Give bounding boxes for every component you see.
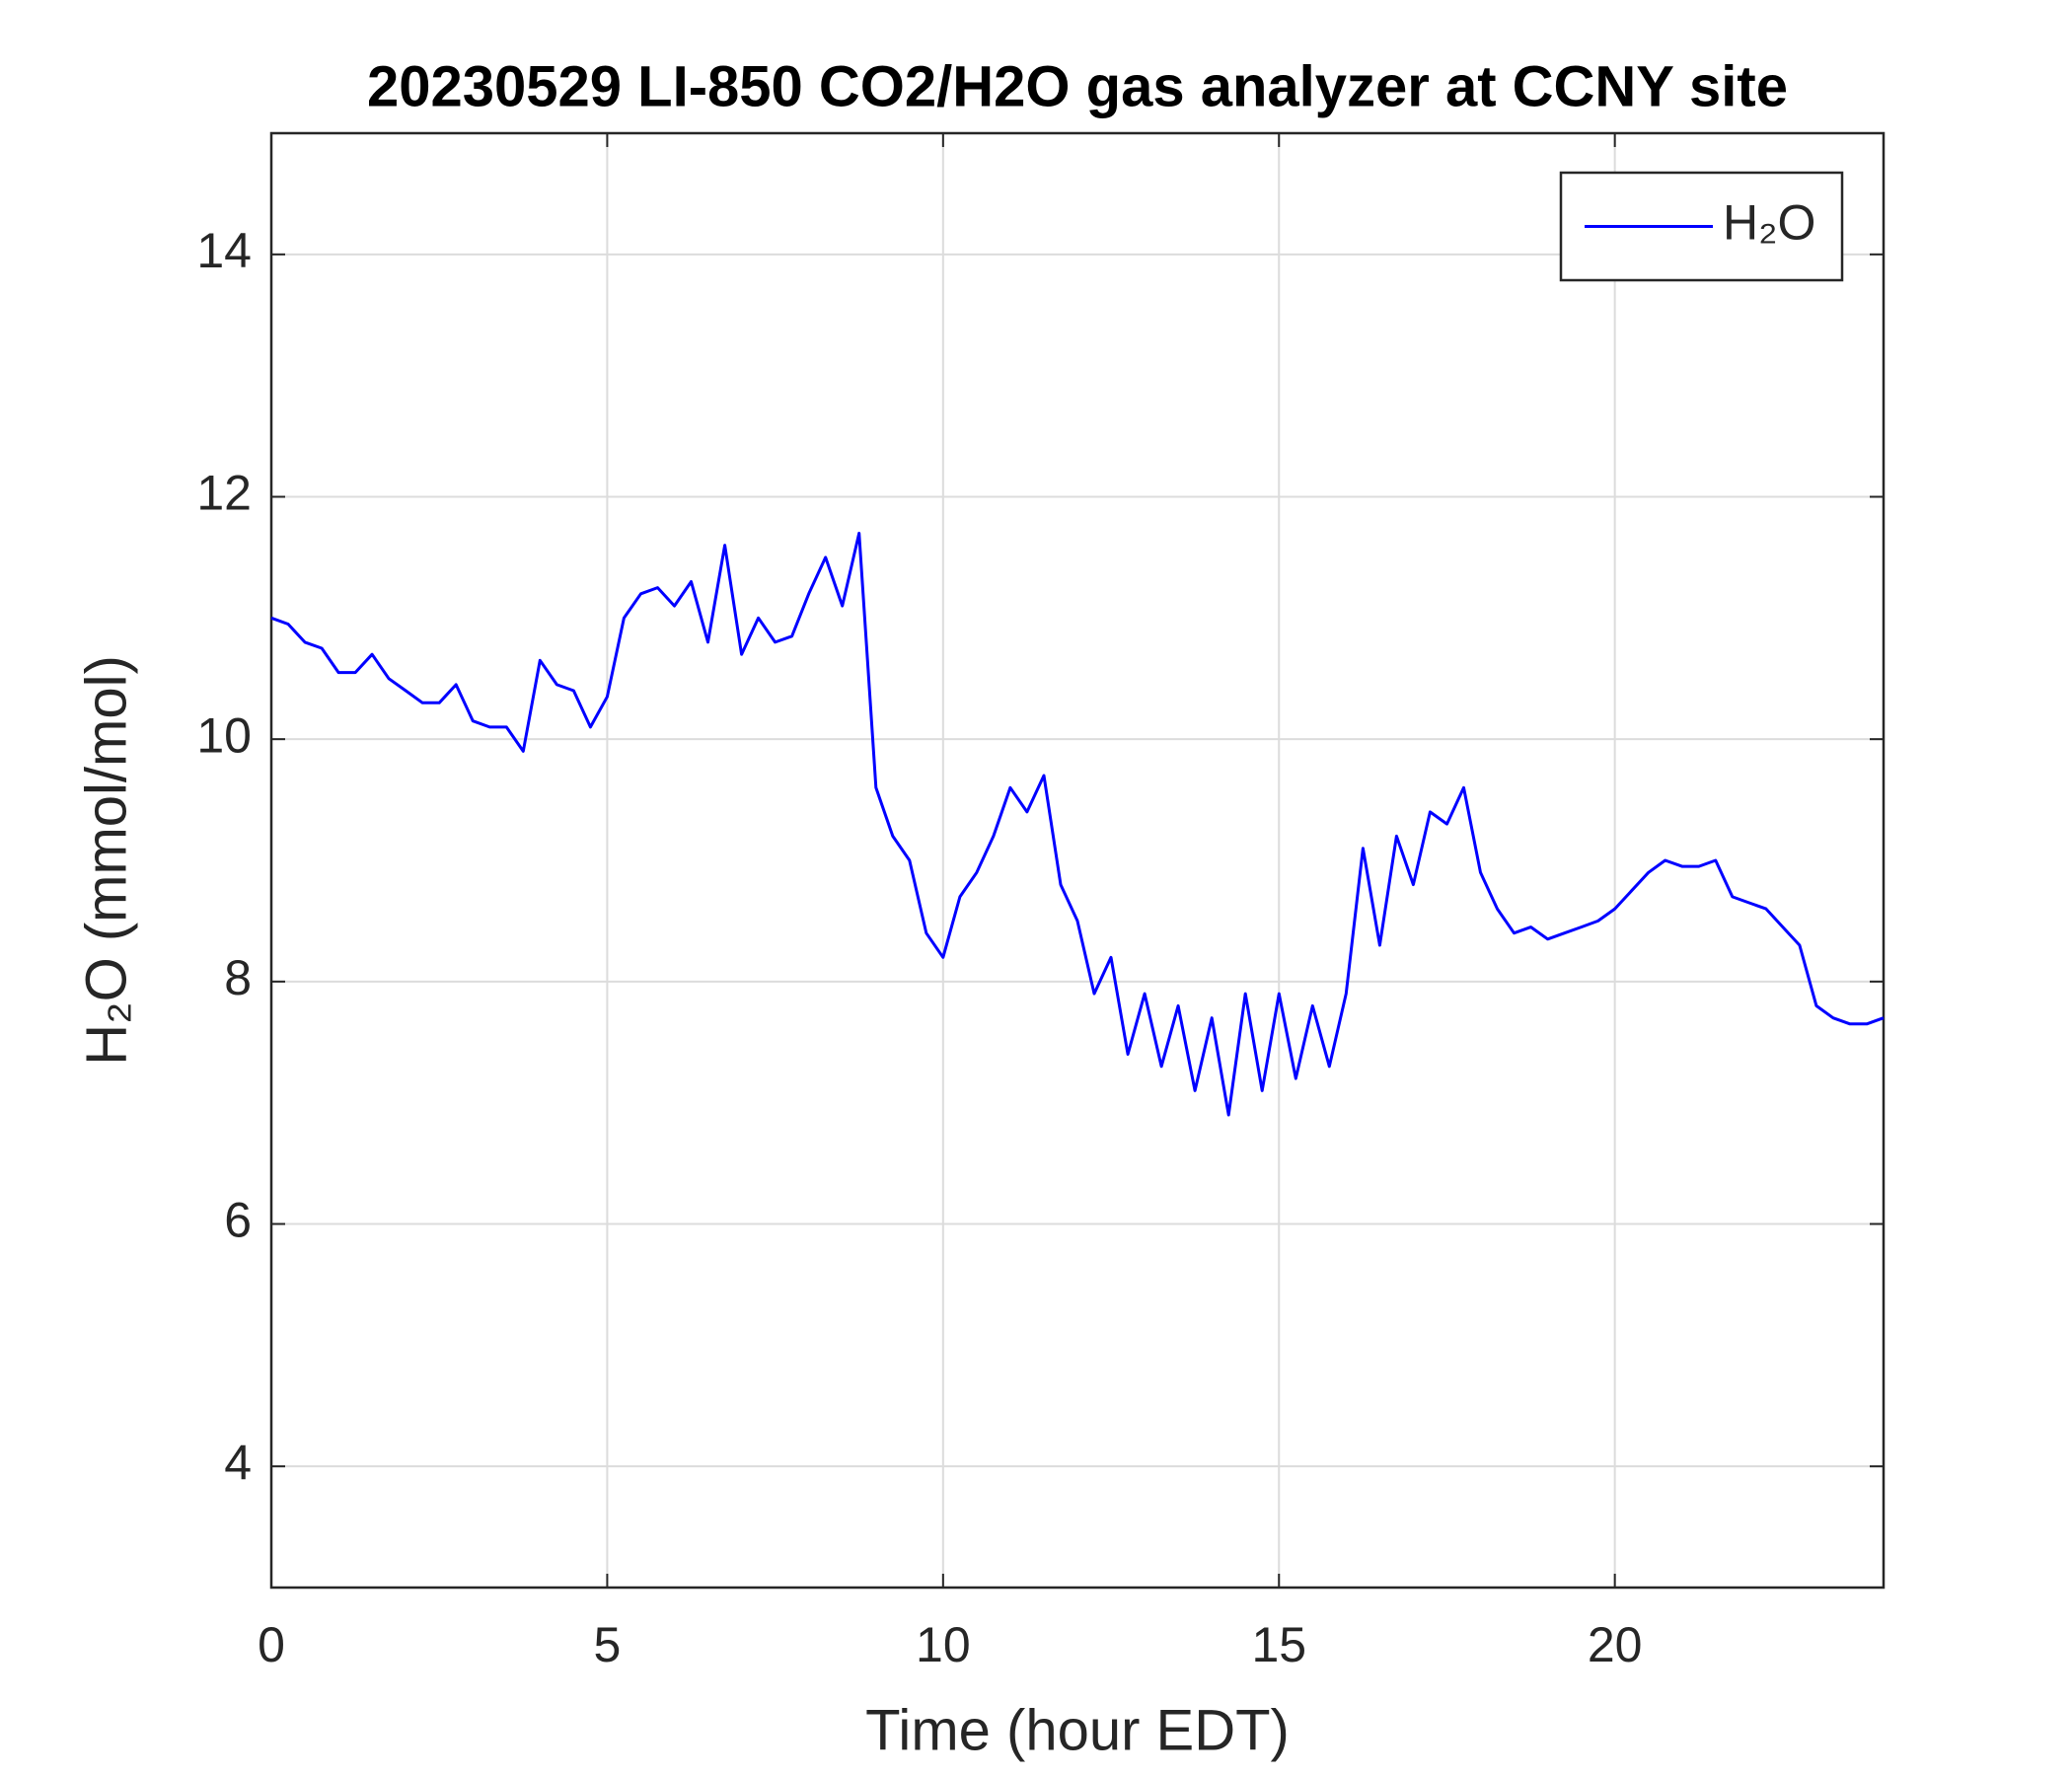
x-tick-label: 0 — [258, 1617, 285, 1672]
x-tick-label: 10 — [916, 1617, 971, 1672]
x-axis-label: Time (hour EDT) — [865, 1698, 1290, 1762]
plot-frame — [269, 131, 1886, 1590]
data-line — [270, 531, 1885, 1117]
y-tick-label: 4 — [224, 1435, 252, 1490]
x-tick-label: 20 — [1588, 1617, 1643, 1672]
y-tick-label: 12 — [196, 466, 252, 521]
x-tick-label: 5 — [594, 1617, 622, 1672]
y-axis-label: H₂O (mmol/mol) — [74, 655, 138, 1066]
x-tick-label: 15 — [1251, 1617, 1306, 1672]
y-tick-label: 14 — [196, 223, 252, 278]
y-tick-label: 10 — [196, 707, 252, 763]
y-tick-label: 8 — [224, 950, 252, 1005]
y-tick-label: 6 — [224, 1193, 252, 1248]
chart-title: 20230529 LI-850 CO2/H2O gas analyzer at … — [367, 54, 1788, 118]
legend-label: H₂O — [1723, 195, 1815, 251]
